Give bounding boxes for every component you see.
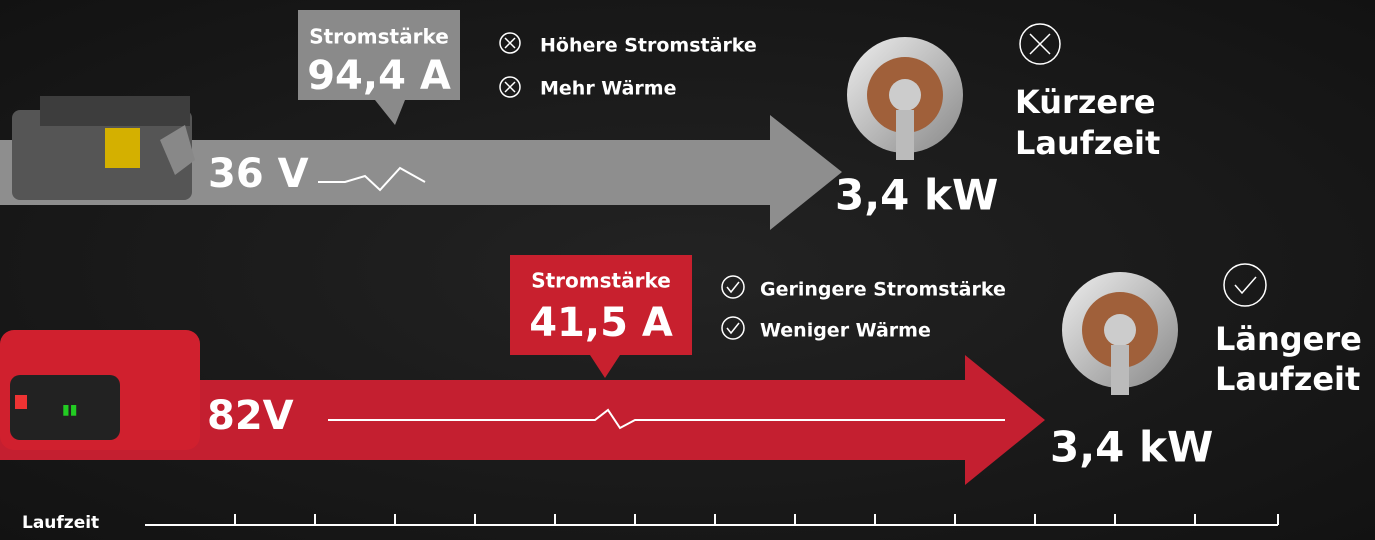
callout-value: 94,4 A: [307, 53, 451, 99]
battery-82v: ▮▮: [0, 330, 200, 450]
result: Kürzere: [1015, 83, 1156, 121]
result: Laufzeit: [1015, 124, 1160, 162]
point: Geringere Stromstärke: [760, 279, 1006, 301]
point: Mehr Wärme: [540, 78, 676, 100]
callout-label: Stromstärke: [531, 269, 671, 293]
voltage: 36 V: [208, 151, 309, 197]
battery-display-icon: ▮▮: [62, 402, 77, 418]
infographic: 36 V Stromstärke 94,4 A Höhere Stromstär…: [0, 0, 1375, 540]
callout-value: 41,5 A: [529, 300, 673, 346]
result: Laufzeit: [1215, 360, 1360, 398]
power: 3,4 kW: [835, 171, 998, 220]
power: 3,4 kW: [1050, 423, 1213, 472]
callout-label: Stromstärke: [309, 25, 449, 49]
battery-36v: [12, 96, 195, 200]
point: Höhere Stromstärke: [540, 35, 757, 57]
result: Längere: [1215, 320, 1362, 358]
point: Weniger Wärme: [760, 320, 931, 342]
timeline-label: Laufzeit: [22, 513, 99, 533]
voltage: 82V: [207, 393, 294, 439]
